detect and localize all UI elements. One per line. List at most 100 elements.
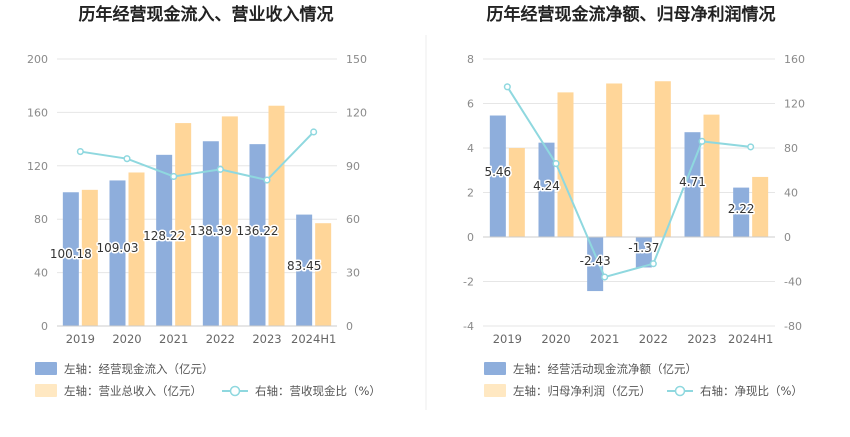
x-tick-label: 2020 xyxy=(541,332,570,346)
y-left-tick-label: 0 xyxy=(467,231,474,244)
y-left-tick-label: 160 xyxy=(27,106,48,119)
x-tick-label: 2024H1 xyxy=(291,332,336,346)
legend-swatch-bar xyxy=(35,384,57,397)
bar-orange-2024H1 xyxy=(315,223,332,326)
x-tick-label: 2019 xyxy=(493,332,522,346)
bar-orange-2020 xyxy=(557,92,574,237)
legend-swatch-marker xyxy=(674,385,686,397)
y-left-tick-label: 200 xyxy=(27,53,48,66)
line-point-2023 xyxy=(263,176,271,184)
line-point-2021 xyxy=(170,172,178,181)
line-point-2020 xyxy=(123,155,131,163)
legend-swatch-bar xyxy=(484,384,506,397)
y-right-tick-label: 160 xyxy=(784,53,805,66)
y-left-tick-label: -2 xyxy=(463,276,474,289)
chart-title: 历年经营现金流净额、归母净利润情况 xyxy=(487,4,776,25)
bar-blue-2020 xyxy=(538,142,555,237)
legend-label: 左轴：营业总收入（亿元） xyxy=(64,384,202,398)
line-point-2024H1 xyxy=(747,143,755,151)
bar-orange-2019 xyxy=(508,148,525,237)
legend-label: 右轴：净现比（%） xyxy=(700,384,803,398)
data-label: 4.24 xyxy=(533,179,560,193)
legend-label: 左轴：经营活动现金流净额（亿元） xyxy=(513,362,697,376)
y-right-tick-label: 150 xyxy=(346,53,367,66)
y-right-tick-label: -40 xyxy=(784,276,802,289)
line-point-2024H1 xyxy=(310,128,318,136)
data-label: 138.39 xyxy=(190,224,232,238)
bar-orange-2023 xyxy=(703,114,720,237)
bar-orange-2019 xyxy=(81,189,98,326)
data-label: 83.45 xyxy=(287,259,321,273)
line-series xyxy=(80,131,315,182)
bar-blue-2023 xyxy=(684,132,701,237)
legend-swatch-marker xyxy=(229,385,241,397)
legend-swatch-bar xyxy=(484,362,506,375)
y-left-tick-label: 2 xyxy=(467,187,474,200)
legend-swatch-bar xyxy=(35,362,57,375)
x-tick-label: 2020 xyxy=(112,332,141,346)
y-right-tick-label: 90 xyxy=(346,160,360,173)
line-point-2023 xyxy=(698,137,706,145)
y-left-tick-label: 80 xyxy=(34,213,48,226)
x-tick-label: 2023 xyxy=(687,332,716,346)
x-tick-label: 2022 xyxy=(639,332,668,346)
legend-label: 左轴：归母净利润（亿元） xyxy=(513,384,651,398)
y-right-tick-label: 120 xyxy=(346,106,367,119)
bar-orange-2022 xyxy=(221,116,238,326)
y-right-tick-label: 40 xyxy=(784,187,798,200)
y-right-tick-label: -80 xyxy=(784,320,802,333)
data-label: 4.71 xyxy=(679,175,706,189)
bar-orange-2021 xyxy=(606,83,623,237)
y-left-tick-label: -4 xyxy=(463,320,474,333)
y-left-tick-label: 6 xyxy=(467,98,474,111)
bar-blue-2022 xyxy=(202,141,219,326)
y-left-tick-label: 120 xyxy=(27,160,48,173)
x-tick-label: 2023 xyxy=(252,332,281,346)
legend-label: 左轴：经营现金流入（亿元） xyxy=(64,362,214,376)
bar-orange-2020 xyxy=(128,172,145,326)
data-label: 128.22 xyxy=(143,229,185,243)
data-label: 109.03 xyxy=(97,241,139,255)
y-left-tick-label: 0 xyxy=(41,320,48,333)
legend-label: 右轴：营收现金比（%） xyxy=(255,384,381,398)
y-right-tick-label: 60 xyxy=(346,213,360,226)
x-tick-label: 2021 xyxy=(590,332,619,346)
data-label: 136.22 xyxy=(237,224,279,238)
y-right-tick-label: 120 xyxy=(784,98,805,111)
chart-title: 历年经营现金流入、营业收入情况 xyxy=(79,4,334,25)
bar-blue-2023 xyxy=(249,144,266,326)
data-label: 2.22 xyxy=(728,202,755,216)
line-point-2022 xyxy=(649,260,657,268)
y-left-tick-label: 4 xyxy=(467,142,474,155)
y-left-tick-label: 40 xyxy=(34,267,48,280)
line-point-2019 xyxy=(503,83,511,91)
bar-blue-2020 xyxy=(109,180,126,326)
data-label: 100.18 xyxy=(50,247,92,261)
bar-orange-2024H1 xyxy=(752,176,769,237)
bar-orange-2021 xyxy=(175,123,192,326)
line-point-2022 xyxy=(216,165,224,173)
bar-blue-2022 xyxy=(635,237,652,268)
bar-blue-2021 xyxy=(156,154,173,326)
chart-panel-2: 历年经营现金流净额、归母净利润情况 -4 -2 0 2 4 6 8 -80 -40 0 40 80 120… xyxy=(463,4,805,398)
data-label: -1.37 xyxy=(628,241,659,255)
y-right-tick-label: 30 xyxy=(346,267,360,280)
bar-blue-2019 xyxy=(62,192,79,326)
y-right-tick-label: 0 xyxy=(784,231,791,244)
x-tick-label: 2021 xyxy=(159,332,188,346)
y-left-tick-label: 8 xyxy=(467,53,474,66)
bar-blue-2019 xyxy=(489,115,506,237)
chart-panel-1: 历年经营现金流入、营业收入情况 0 40 80 120 160 200 0 30 60 90 120 1… xyxy=(27,4,381,398)
y-right-tick-label: 80 xyxy=(784,142,798,155)
x-tick-label: 2024H1 xyxy=(728,332,773,346)
bar-blue-2024H1 xyxy=(733,187,750,237)
x-tick-label: 2022 xyxy=(206,332,235,346)
y-right-tick-label: 0 xyxy=(346,320,353,333)
line-series xyxy=(506,86,751,279)
line-point-2020 xyxy=(552,160,560,168)
bar-blue-2021 xyxy=(587,237,604,292)
data-label: 5.46 xyxy=(484,165,511,179)
bar-blue-2024H1 xyxy=(296,214,313,326)
